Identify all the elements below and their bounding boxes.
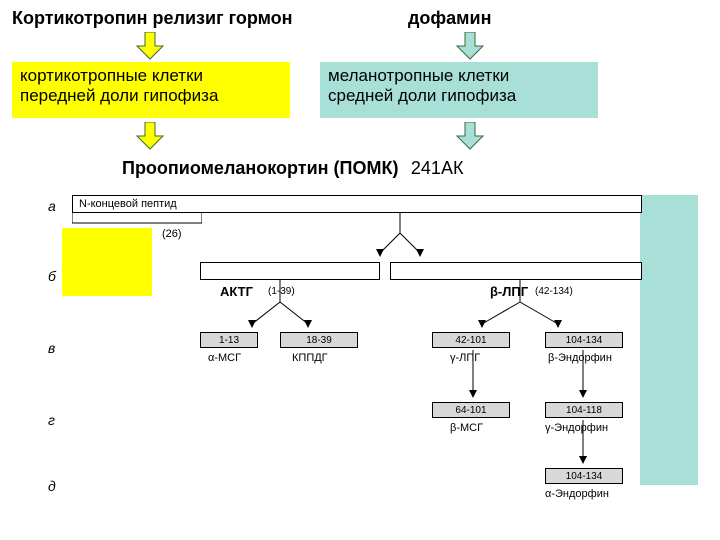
middle-row: Проопиомеланокортин (ПОМК) 241АК (122, 158, 463, 179)
down-arrow-icon (575, 420, 591, 468)
aendo-label: α-Эндорфин (545, 488, 609, 500)
amsg-label: α-МСГ (208, 352, 241, 364)
aktg-box (200, 262, 380, 280)
full-bar: N-концевой пептид (72, 195, 642, 213)
row-a: а (48, 198, 56, 214)
box-104-134b: 104-134 (545, 468, 623, 484)
blpg-box (390, 262, 642, 280)
down-arrow-icon (465, 350, 481, 402)
right-cell: меланотропные клетки средней доли гипофи… (320, 62, 598, 118)
yellow-strip (62, 228, 152, 296)
split-arrow-icon (240, 280, 320, 332)
arrow-down-icon (135, 122, 165, 150)
row-v: в (48, 340, 55, 356)
pomc-value: 241АК (411, 158, 464, 178)
arrow-down-icon (455, 32, 485, 60)
bmsg-label: β-МСГ (450, 422, 483, 434)
box-104-134: 104-134 (545, 332, 623, 348)
left-cell: кортикотропные клетки передней доли гипо… (12, 62, 290, 118)
teal-strip (640, 195, 698, 485)
box-64-101: 64-101 (432, 402, 510, 418)
box-42-101: 42-101 (432, 332, 510, 348)
row-g: г (48, 412, 55, 428)
left-cell-line1: кортикотропные клетки (20, 66, 282, 86)
box-1-13: 1-13 (200, 332, 258, 348)
kppdg-label: КППДГ (292, 352, 328, 364)
right-cell-line1: меланотропные клетки (328, 66, 590, 86)
right-cell-line2: средней доли гипофиза (328, 86, 590, 106)
n-terminal-label: N-концевой пептид (79, 198, 177, 210)
right-title: дофамин (408, 8, 491, 29)
row-b: б (48, 268, 56, 284)
box-104-118: 104-118 (545, 402, 623, 418)
box-18-39: 18-39 (280, 332, 358, 348)
split-arrow-icon (470, 280, 570, 332)
num26: (26) (162, 228, 182, 240)
left-title: Кортикотропин релизиг гормон (12, 8, 293, 29)
arrow-down-icon (455, 122, 485, 150)
pomc-title: Проопиомеланокортин (ПОМК) (122, 158, 398, 178)
down-arrow-icon (575, 350, 591, 402)
arrow-down-icon (135, 32, 165, 60)
split-arrow-icon (370, 213, 430, 263)
bracket-icon (72, 213, 202, 233)
left-cell-line2: передней доли гипофиза (20, 86, 282, 106)
row-d: д (48, 478, 56, 494)
